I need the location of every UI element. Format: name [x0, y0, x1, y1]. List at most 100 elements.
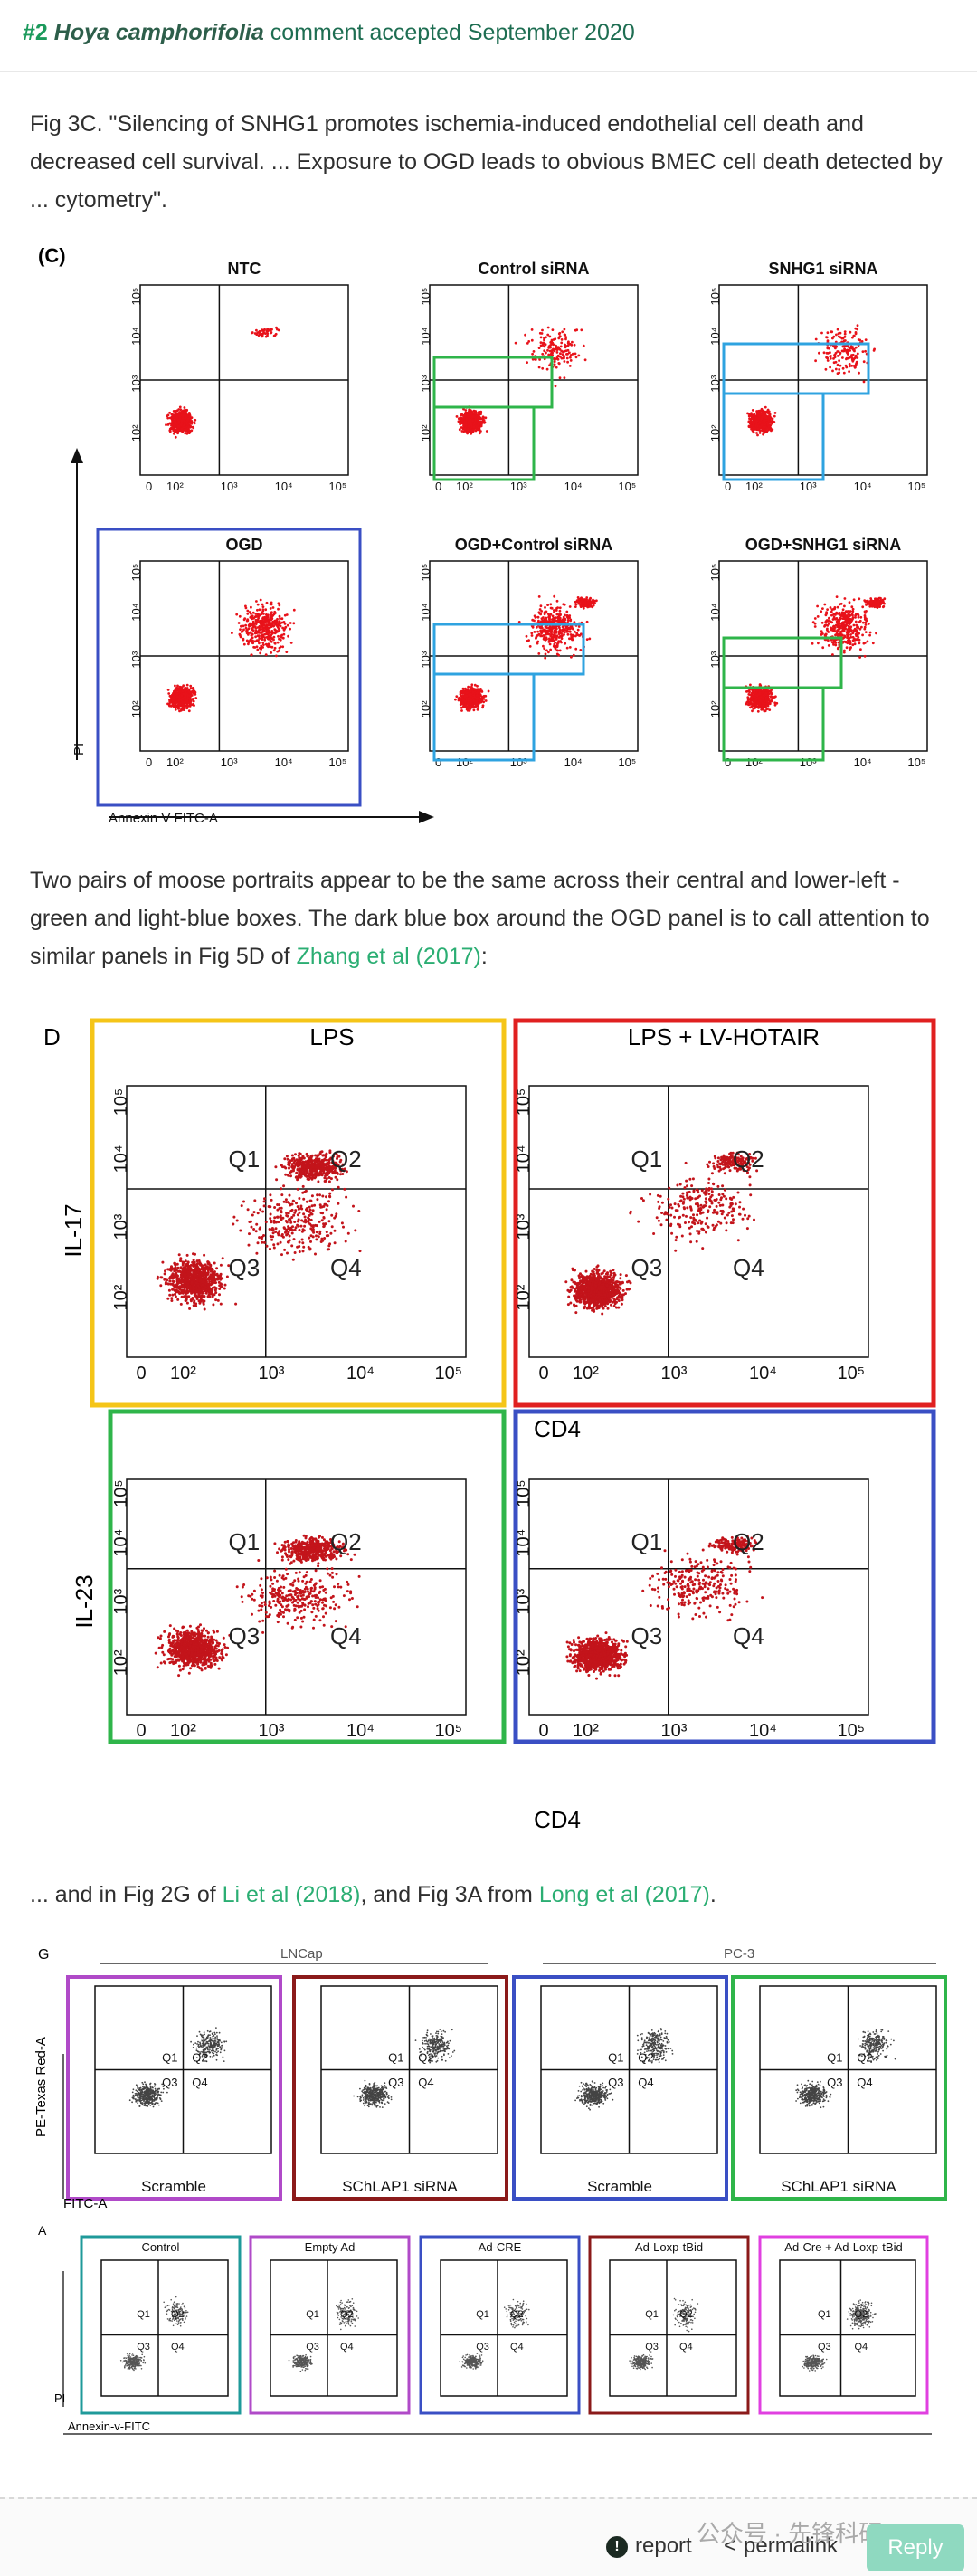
y-tick-label: 10³: [129, 375, 143, 392]
data-point: [540, 610, 543, 613]
data-point: [549, 634, 553, 638]
data-point: [858, 371, 860, 375]
data-point: [258, 626, 261, 630]
data-point: [539, 341, 543, 344]
data-point: [541, 352, 545, 356]
data-point: [185, 707, 189, 710]
data-point: [754, 697, 758, 700]
data-point: [283, 627, 287, 631]
species-name[interactable]: Hoya camphorifolia: [53, 20, 264, 45]
data-point: [259, 619, 262, 623]
data-point: [167, 692, 171, 695]
data-point: [754, 689, 758, 692]
data-point: [844, 627, 847, 631]
data-point: [848, 356, 851, 359]
data-point: [165, 423, 167, 426]
data-point: [845, 619, 849, 623]
y-tick-label: 10⁴: [708, 328, 722, 346]
data-point: [842, 371, 846, 375]
data-point: [560, 637, 564, 640]
data-point: [833, 630, 837, 633]
data-point: [858, 656, 861, 659]
data-point: [250, 639, 253, 642]
data-point: [261, 611, 263, 614]
data-point: [277, 607, 280, 611]
data-point: [847, 613, 850, 616]
data-point: [175, 416, 179, 419]
data-point: [553, 609, 555, 612]
data-point: [554, 646, 557, 650]
data-point: [564, 336, 568, 339]
data-point: [281, 626, 284, 630]
data-point: [875, 632, 877, 635]
data-point: [251, 642, 255, 645]
data-point: [547, 641, 551, 643]
data-point: [255, 639, 259, 642]
data-point: [827, 639, 830, 642]
data-point: [242, 624, 245, 628]
data-point: [858, 632, 860, 635]
data-point: [854, 346, 858, 349]
data-point: [170, 413, 174, 416]
data-point: [292, 608, 296, 612]
data-point: [283, 613, 287, 617]
data-point: [539, 626, 543, 630]
data-point: [749, 698, 753, 701]
data-point: [265, 601, 269, 604]
data-point: [834, 642, 838, 644]
data-point: [554, 635, 557, 639]
y-tick-label: 10⁵: [419, 564, 432, 582]
y-tick-label: 10³: [419, 651, 432, 668]
data-point: [746, 698, 750, 701]
data-point: [270, 328, 273, 331]
data-point: [533, 619, 536, 623]
data-point: [848, 623, 851, 626]
data-point: [827, 622, 830, 625]
data-point: [459, 423, 461, 426]
data-point: [261, 628, 264, 631]
data-point: [853, 642, 857, 646]
data-point: [478, 432, 481, 435]
data-point: [821, 607, 824, 610]
data-point: [544, 343, 547, 347]
data-point: [752, 707, 755, 710]
data-point: [763, 411, 765, 413]
data-point: [255, 632, 259, 634]
x-tick-label: 0: [435, 480, 441, 493]
data-point: [549, 346, 552, 349]
data-point: [549, 603, 553, 606]
panel-title: OGD+SNHG1 siRNA: [745, 536, 902, 554]
data-point: [244, 606, 248, 610]
data-point: [761, 704, 764, 708]
data-point: [261, 641, 265, 644]
data-point: [260, 644, 263, 648]
data-point: [751, 429, 754, 433]
data-point: [289, 627, 291, 631]
data-point: [173, 431, 176, 434]
data-point: [829, 351, 831, 355]
data-point: [171, 699, 175, 701]
data-point: [841, 608, 845, 612]
x-tick-label: 10³: [800, 480, 817, 493]
data-point: [536, 615, 540, 619]
data-point: [267, 626, 270, 630]
x-tick-label: 10³: [510, 756, 527, 769]
data-point: [479, 413, 482, 416]
data-point: [838, 603, 841, 606]
data-point: [244, 623, 247, 627]
x-tick-label: 10⁵: [328, 756, 346, 769]
data-point: [537, 621, 540, 623]
x-tick-label: 10⁴: [854, 480, 872, 493]
data-point: [190, 422, 194, 425]
data-point: [192, 426, 195, 430]
data-point: [289, 622, 292, 624]
data-point: [263, 636, 267, 639]
data-point: [566, 619, 570, 622]
data-point: [470, 692, 472, 696]
data-point: [472, 428, 475, 432]
data-point: [849, 635, 853, 639]
data-point: [270, 331, 273, 334]
data-point: [838, 633, 840, 637]
data-point: [484, 416, 488, 420]
data-point: [278, 637, 280, 641]
